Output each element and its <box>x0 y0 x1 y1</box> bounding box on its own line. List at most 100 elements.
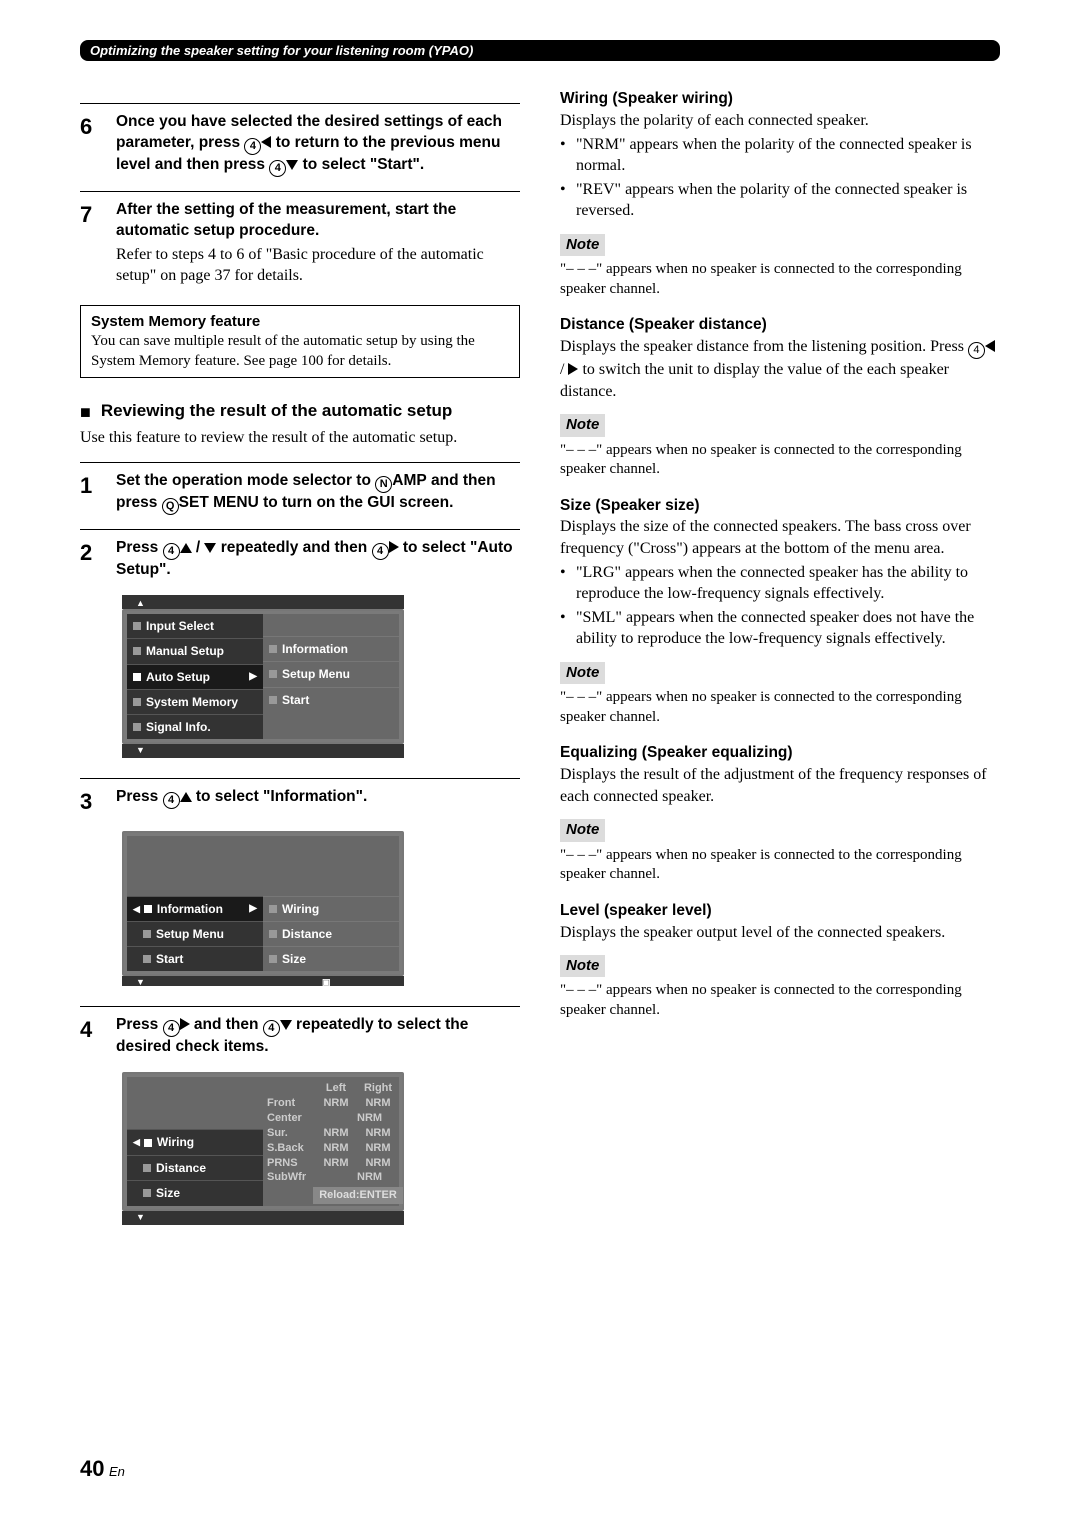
step-number: 3 <box>80 787 116 817</box>
circled-4-icon: 4 <box>372 543 389 560</box>
circled-17-icon: Q <box>162 498 179 515</box>
text: Press <box>116 788 163 805</box>
setmenu-label: SET MENU <box>179 494 259 511</box>
section-text: Displays the speaker distance from the l… <box>560 336 1000 402</box>
table-cell: NRM <box>315 1156 357 1171</box>
page-lang: En <box>109 1464 125 1479</box>
text: and then <box>190 1016 263 1033</box>
menu-item-label: Distance <box>282 926 332 942</box>
note-label: Note <box>560 234 605 256</box>
table-cell: NRM <box>315 1126 357 1141</box>
step-6: 6 Once you have selected the desired set… <box>80 103 520 177</box>
menu-item-label: System Memory <box>146 694 238 710</box>
menu-item: Manual Setup <box>127 638 263 663</box>
bullet-icon: • <box>560 134 576 177</box>
circled-4-icon: 4 <box>968 342 985 359</box>
wiring-section: Wiring (Speaker wiring) Displays the pol… <box>560 89 1000 299</box>
down-arrow-icon <box>204 543 216 553</box>
text: to select "Start". <box>298 156 424 173</box>
circled-14-icon: N <box>375 476 392 493</box>
square-icon <box>269 645 277 653</box>
menu-item: Setup Menu <box>263 661 399 686</box>
level-section: Level (speaker level) Displays the speak… <box>560 901 1000 1021</box>
table-header: Left <box>315 1081 357 1096</box>
square-icon <box>143 1189 151 1197</box>
table-header <box>267 1081 315 1096</box>
square-icon <box>269 930 277 938</box>
table-cell: Sur. <box>267 1126 315 1141</box>
table-cell: NRM <box>315 1141 357 1156</box>
table-cell: S.Back <box>267 1141 315 1156</box>
menu-item-label: Wiring <box>282 901 319 917</box>
text: to select "Information". <box>192 788 368 805</box>
list-item: "REV" appears when the polarity of the c… <box>576 179 1000 222</box>
review-heading: ■ Reviewing the result of the automatic … <box>80 400 520 424</box>
menu-item-label: Setup Menu <box>282 666 350 682</box>
step-title: Press 4 and then 4 repeatedly to select … <box>116 1015 520 1058</box>
box-text: You can save multiple result of the auto… <box>91 332 509 371</box>
table-cell: Center <box>267 1111 315 1126</box>
square-icon <box>143 1164 151 1172</box>
step-2: 2 Press 4 / repeatedly and then 4 to sel… <box>80 529 520 581</box>
equalizing-section: Equalizing (Speaker equalizing) Displays… <box>560 743 1000 884</box>
square-icon <box>143 955 151 963</box>
note-text: "– – –" appears when no speaker is conne… <box>560 441 1000 480</box>
square-bullet-icon: ■ <box>80 400 91 424</box>
size-section: Size (Speaker size) Displays the size of… <box>560 496 1000 728</box>
step-title: Set the operation mode selector to NAMP … <box>116 471 520 515</box>
square-icon <box>269 696 277 704</box>
bullet-icon: • <box>560 607 576 650</box>
menu-item-label: Size <box>156 1185 180 1201</box>
square-icon <box>133 647 141 655</box>
menu-item: Start <box>127 946 263 971</box>
table-cell: NRM <box>357 1141 399 1156</box>
square-icon <box>269 955 277 963</box>
step-text: Refer to steps 4 to 6 of "Basic procedur… <box>116 244 520 287</box>
menu-item-label: Information <box>157 901 223 917</box>
circled-4-icon: 4 <box>163 543 180 560</box>
left-arrow-icon: ◀ <box>133 903 140 915</box>
table-cell <box>315 1111 357 1126</box>
note-label: Note <box>560 662 605 684</box>
section-title: Wiring (Speaker wiring) <box>560 89 1000 110</box>
section-title: Size (Speaker size) <box>560 496 1000 517</box>
menu-item: Distance <box>127 1155 263 1180</box>
menu-item: Size <box>127 1180 263 1205</box>
right-arrow-icon: ▶ <box>249 670 257 684</box>
step-number: 4 <box>80 1015 116 1058</box>
text: to turn on the GUI screen. <box>259 494 454 511</box>
note-label: Note <box>560 819 605 841</box>
right-arrow-icon <box>568 363 578 375</box>
square-icon <box>269 670 277 678</box>
page-number-value: 40 <box>80 1456 104 1481</box>
left-arrow-icon: ◀ <box>133 1136 140 1148</box>
bullet-list: •"NRM" appears when the polarity of the … <box>560 134 1000 222</box>
menu-item: Signal Info. <box>127 714 263 739</box>
menu-item-selected: ◀ Information ▶ <box>127 896 263 921</box>
table-cell: NRM <box>357 1111 399 1126</box>
up-arrow-icon <box>180 543 192 553</box>
section-text: Displays the result of the adjustment of… <box>560 764 1000 807</box>
step-number: 6 <box>80 112 116 177</box>
section-text: Displays the size of the connected speak… <box>560 516 1000 559</box>
right-arrow-icon: ▶ <box>249 902 257 916</box>
text: Displays the speaker distance from the l… <box>560 338 968 355</box>
right-arrow-icon <box>180 1018 190 1030</box>
bullet-icon: • <box>560 179 576 222</box>
table-cell: NRM <box>357 1156 399 1171</box>
menu-right-pane: Information Setup Menu Start <box>263 614 399 739</box>
down-arrow-icon <box>286 160 298 170</box>
note-label: Note <box>560 414 605 436</box>
step-title: After the setting of the measurement, st… <box>116 200 520 242</box>
circled-4-icon: 4 <box>244 138 261 155</box>
menu-figure-4: ◀Wiring Distance Size LeftRight FrontNRM… <box>122 1072 404 1225</box>
text: / <box>192 539 205 556</box>
note-text: "– – –" appears when no speaker is conne… <box>560 981 1000 1020</box>
box-title: System Memory feature <box>91 312 509 332</box>
note-text: "– – –" appears when no speaker is conne… <box>560 688 1000 727</box>
list-item: "NRM" appears when the polarity of the c… <box>576 134 1000 177</box>
reload-label: Reload:ENTER <box>313 1187 403 1204</box>
square-icon <box>143 930 151 938</box>
note-label: Note <box>560 955 605 977</box>
menu-item-selected: Auto Setup▶ <box>127 664 263 689</box>
